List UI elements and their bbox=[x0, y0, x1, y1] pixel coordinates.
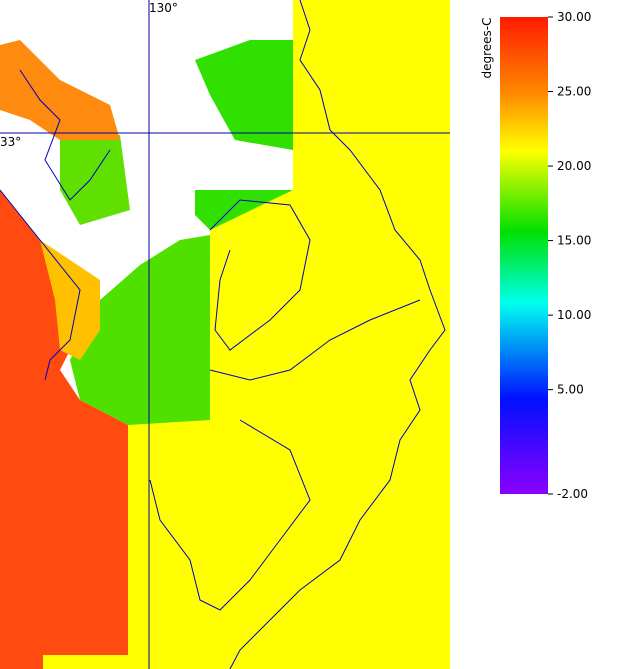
colorbar bbox=[500, 17, 548, 494]
sst-area bbox=[128, 190, 293, 669]
sst-area bbox=[0, 190, 128, 669]
coastline bbox=[19, 69, 111, 201]
tick-label: 10.00 bbox=[557, 308, 591, 322]
tick-label: 15.00 bbox=[557, 234, 591, 248]
tick-label: -2.00 bbox=[557, 487, 588, 501]
sst-area bbox=[40, 240, 100, 360]
colorbar-title: degrees-C bbox=[480, 17, 494, 78]
latitude-label: 33° bbox=[0, 135, 21, 149]
sst-area bbox=[0, 40, 120, 140]
longitude-label: 130° bbox=[149, 1, 178, 15]
coastline bbox=[209, 299, 421, 381]
colorbar-ticks: 30.00 25.00 20.00 15.00 10.00 5.00 -2.00 bbox=[548, 10, 591, 501]
tick-label: 30.00 bbox=[557, 10, 591, 24]
coastline bbox=[209, 199, 311, 351]
coastline bbox=[0, 0, 446, 669]
tick-label: 20.00 bbox=[557, 159, 591, 173]
sst-area bbox=[195, 40, 293, 150]
sst-area bbox=[70, 235, 210, 425]
sst-area bbox=[60, 135, 130, 225]
tick-label: 5.00 bbox=[557, 383, 584, 397]
coastline bbox=[149, 419, 311, 611]
sst-area bbox=[293, 0, 450, 669]
coastline bbox=[0, 189, 81, 381]
sst-field bbox=[0, 0, 450, 669]
sst-area bbox=[43, 655, 133, 669]
tick-label: 25.00 bbox=[557, 85, 591, 99]
coastline bbox=[229, 0, 446, 669]
